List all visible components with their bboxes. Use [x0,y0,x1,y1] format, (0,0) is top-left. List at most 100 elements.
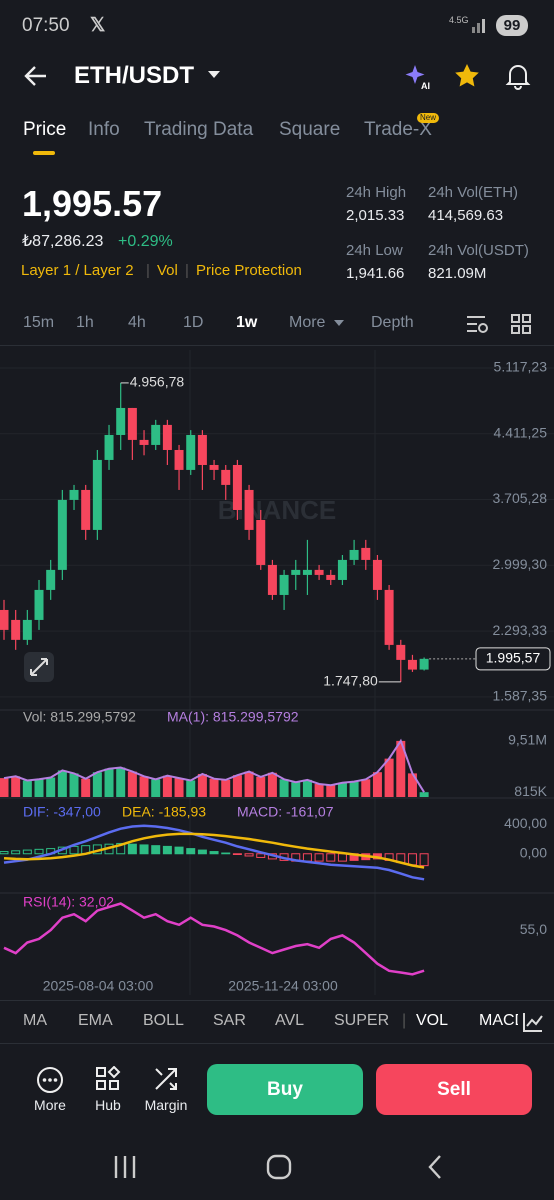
volume-bar [279,779,289,797]
indicator-tab[interactable]: BOLL [143,1012,184,1029]
volume-bar [127,771,137,797]
back-nav-button[interactable] [428,1155,441,1179]
candle-body [22,619,32,640]
volume-bar [34,779,44,797]
tag[interactable]: Price Protection [196,262,302,279]
tab[interactable]: Info [88,119,120,140]
favorite-star[interactable] [453,62,481,90]
candle-body [127,407,137,440]
macd-bar [186,848,196,855]
volume-bar [267,772,277,797]
action-label[interactable]: Hub [95,1097,121,1113]
separator: | [146,262,150,279]
macd-legend: MACD: -161,07 [237,804,334,820]
interval[interactable]: 1h [76,314,94,331]
layout-icon[interactable] [509,312,533,336]
stat-label: 24h Vol(USDT) [428,242,529,259]
interval[interactable]: 1D [183,314,204,331]
stat-value: 2,015.33 [346,207,405,224]
indicator-tab[interactable]: EMA [78,1012,113,1029]
tag[interactable]: Layer 1 / Layer 2 [21,262,134,279]
candle-body [69,489,79,500]
indicator-settings[interactable] [521,1010,545,1034]
x-label: 2025-08-04 03:00 [43,978,154,994]
interval[interactable]: Depth [371,314,414,331]
macd-bar [162,845,172,855]
more-caret [334,320,344,326]
volume-bar [221,779,231,797]
macd-bar [69,845,79,855]
candle-body [361,547,371,560]
interval[interactable]: More [289,314,326,331]
y-tick-label: 4.411,25 [494,424,548,440]
interval[interactable]: 4h [128,314,146,331]
tab[interactable]: Trade-X [364,119,432,140]
chart-settings-icon[interactable] [464,312,490,336]
volume-ma-line [3,738,425,793]
candle-body [314,569,324,575]
indicator-tab[interactable]: MA [23,1012,47,1029]
candle-body [139,439,149,445]
macd-bar [209,851,219,855]
macd-bar [34,848,44,855]
candle-body [326,574,336,580]
interval[interactable]: 1w [236,314,258,331]
more-icon[interactable] [36,1066,64,1094]
tab[interactable]: Trading Data [144,119,254,140]
pair-dropdown[interactable] [206,68,222,82]
volume-bar [0,778,9,797]
volume-ma-legend: MA(1): 815.299,5792 [167,709,299,725]
high-marker-label: 4.956,78 [130,374,185,390]
volume-bar [46,777,56,797]
macd-bar [419,853,429,867]
svg-text:AI: AI [421,81,430,91]
y-tick-label: 400,00 [504,815,547,831]
stat-value: 1,941.66 [346,265,405,282]
recents-button[interactable] [114,1156,136,1178]
candle-body [384,589,394,645]
battery: 99 [496,15,528,36]
y-tick-label: 815K [514,783,547,799]
back-button[interactable] [22,62,50,90]
indicator-tab[interactable]: VOL [416,1012,449,1029]
candle-body [372,559,382,590]
candle-body [337,559,347,580]
volume-bar [104,768,114,797]
macd-bar [139,844,149,855]
indicator-tab[interactable]: SUPER [334,1012,390,1029]
hub-icon[interactable] [95,1066,121,1092]
network: 4.5G [449,15,469,25]
candle-body [349,549,359,560]
tab[interactable]: Price [23,119,67,140]
stat-label: 24h Vol(ETH) [428,184,519,201]
home-button[interactable] [266,1154,292,1180]
indicator-tab[interactable]: SAR [213,1012,246,1029]
bell-icon[interactable] [504,62,532,90]
macd-bar [244,853,254,857]
macd-bar [116,842,126,855]
pair-title[interactable]: ETH/USDT [74,62,194,89]
tab[interactable]: Square [279,119,341,140]
action-label[interactable]: More [34,1097,66,1113]
candle-body [174,449,184,470]
buy-button[interactable]: Buy [207,1064,363,1115]
sell-button[interactable]: Sell [376,1064,532,1115]
y-tick-label: 9,51M [508,732,547,748]
interval[interactable]: 15m [23,314,55,331]
ai-icon[interactable]: AI [403,62,433,92]
margin-icon[interactable] [153,1066,179,1092]
volume-bar [22,780,32,797]
stat-value: 821.09M [428,265,487,282]
candle-body [116,407,126,435]
y-tick-label: 0,00 [520,844,547,860]
candle-body [104,434,114,460]
candle-body [81,489,91,530]
tag[interactable]: Vol [157,262,178,279]
status-time: 07:50 [22,15,70,36]
indicator-tab[interactable]: AVL [275,1012,305,1029]
volume-bar [244,771,254,797]
indicator-tab[interactable]: MACD [479,1012,518,1029]
volume-bar [116,767,126,797]
action-label[interactable]: Margin [144,1097,188,1113]
macd-bar [337,853,347,862]
